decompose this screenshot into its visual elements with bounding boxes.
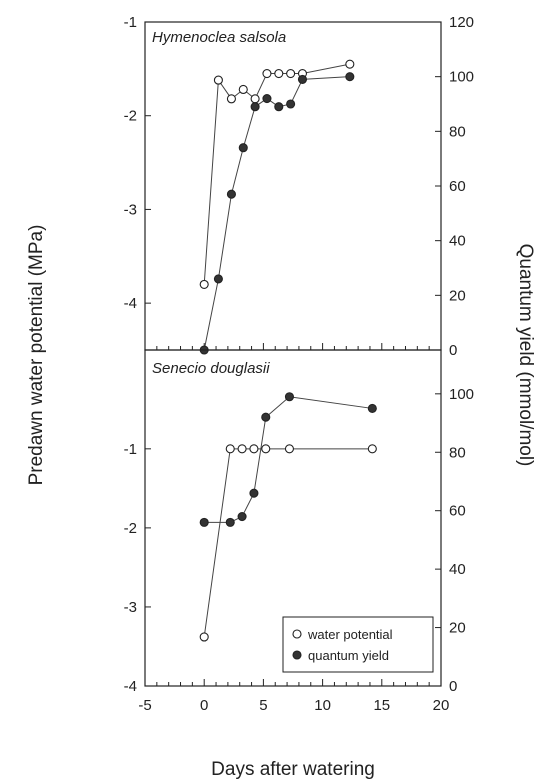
top-quantum-yield-point [250,102,260,112]
legend-label-water-potential: water potential [307,627,393,642]
x-tick-label: 15 [373,697,390,714]
top-series-group [199,59,355,355]
x-axis-ticks: -5 0 5 10 15 20 [138,697,449,714]
bottom-water-potential-point [367,444,377,454]
top-right-tick-label: 120 [449,14,474,31]
top-panel: Hymenoclea salsola -1 -2 -3 -4 120 100 80 60 40 2… [124,14,474,359]
x-tick-label: -5 [138,697,151,714]
top-water-potential-point [199,279,209,289]
top-quantum-yield-point [238,143,248,153]
legend: water potential quantum yield [282,616,434,673]
bottom-water-potential-line [203,448,373,638]
top-right-tick-label: 80 [449,123,466,140]
top-water-potential-point [262,68,272,79]
bottom-water-potential-point [199,632,209,642]
legend-open-circle-marker [292,629,302,639]
top-quantum-yield-point [345,72,355,82]
bottom-right-tick-label: 40 [449,561,466,578]
top-quantum-yield-point [274,102,284,112]
bottom-quantum-yield-point [284,392,294,402]
top-right-tick-label: 20 [449,287,466,304]
top-water-potential-point [345,59,355,69]
top-quantum-yield-line [203,76,350,351]
legend-filled-circle-marker [292,650,302,660]
bottom-quantum-yield-point [249,488,259,498]
x-tick-label: 10 [314,697,331,714]
bottom-water-potential-point [237,444,247,454]
top-right-tick-label: 40 [449,233,466,250]
bottom-quantum-yield-point [199,517,209,527]
bottom-water-potential-point [225,444,235,454]
bottom-quantum-yield-point [261,412,271,422]
bottom-water-potential-point [284,444,294,454]
top-water-potential-point [226,94,236,104]
top-quantum-yield-point [226,189,236,199]
bottom-right-tick-label: 80 [449,444,466,461]
bottom-quantum-yield-point [237,511,247,522]
bottom-left-tick-label: -1 [124,441,137,458]
top-left-tick-label: -4 [124,295,137,312]
bottom-right-tick-label: 60 [449,503,466,520]
y-axis-left-title: Predawn water potential (MPa) [26,225,47,486]
x-tick-label: 20 [433,697,450,714]
bottom-right-tick-label: 0 [449,678,457,695]
bottom-water-potential-point [261,444,271,454]
bottom-water-potential-point [249,444,259,454]
bottom-left-tick-label: -4 [124,678,137,695]
top-panel-title: Hymenoclea salsola [152,29,286,46]
top-axis-ticks: -1 -2 -3 -4 120 100 80 60 40 20 0 [124,14,474,359]
top-quantum-yield-point [297,74,308,84]
bottom-series-group [199,392,377,642]
top-left-tick-label: -2 [124,108,137,125]
bottom-right-tick-label: 20 [449,620,466,637]
top-water-potential-line [203,63,350,285]
top-quantum-yield-point [213,274,223,284]
bottom-left-tick-label: -3 [124,599,137,616]
legend-box [282,616,434,673]
top-left-tick-label: -3 [124,201,137,218]
bottom-panel-frame [144,349,442,687]
top-water-potential-point [274,68,284,79]
bottom-quantum-yield-line [204,396,373,523]
top-water-potential-point [250,94,260,104]
x-axis-title: Days after watering [211,759,375,780]
bottom-panel: Senecio douglasii -1 -2 -3 -4 100 80 60 40 20 0 [124,349,474,695]
top-right-tick-label: 60 [449,178,466,195]
bottom-left-tick-label: -2 [124,520,137,537]
bottom-panel-title: Senecio douglasii [152,360,270,377]
top-quantum-yield-point [286,99,296,109]
top-quantum-yield-point [262,93,272,104]
bottom-quantum-yield-point [225,517,235,527]
bottom-axis-ticks: -1 -2 -3 -4 100 80 60 40 20 0 [124,386,474,695]
x-tick-label: 0 [200,697,208,714]
top-right-tick-label: 0 [449,342,457,359]
top-left-tick-label: -1 [124,14,137,31]
top-water-potential-point [213,75,223,85]
top-right-tick-label: 100 [449,69,474,86]
x-tick-label: 5 [259,697,267,714]
legend-label-quantum-yield: quantum yield [308,648,389,663]
bottom-quantum-yield-point [367,403,377,413]
bottom-right-tick-label: 100 [449,386,474,403]
top-water-potential-point [286,68,296,79]
top-water-potential-point [238,84,248,95]
y-axis-right-title: Quantum yield (mmol/mol) [515,244,536,467]
